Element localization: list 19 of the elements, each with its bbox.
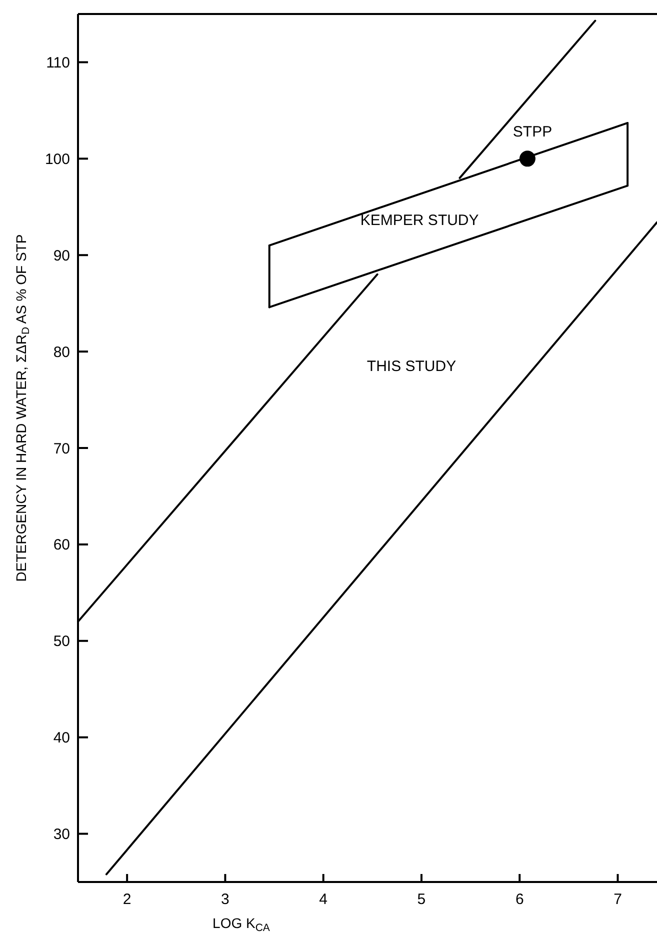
y-tick-label: 40 (53, 730, 70, 747)
annotation: KEMPER STUDY (360, 212, 479, 229)
x-tick-label: 5 (417, 891, 426, 908)
y-tick-label: 90 (53, 247, 70, 264)
x-tick-label: 6 (515, 891, 524, 908)
y-tick-label: 110 (46, 54, 70, 72)
annotation: THIS STUDY (366, 358, 456, 375)
annotation: STPP (512, 123, 552, 140)
y-tick-label: 30 (53, 826, 70, 844)
y-tick-label: 60 (53, 536, 70, 554)
x-tick-label: 7 (614, 891, 622, 908)
y-tick-label: 50 (53, 633, 70, 650)
y-tick-label: 80 (53, 344, 70, 361)
y-tick-label: 100 (44, 150, 70, 168)
y-tick-label: 70 (53, 440, 70, 458)
x-tick-label: 3 (221, 891, 230, 908)
x-tick-label: 4 (319, 891, 328, 908)
x-tick-label: 2 (122, 891, 132, 908)
x-axis-title: LOG K$_{CA}$ (212, 915, 270, 934)
